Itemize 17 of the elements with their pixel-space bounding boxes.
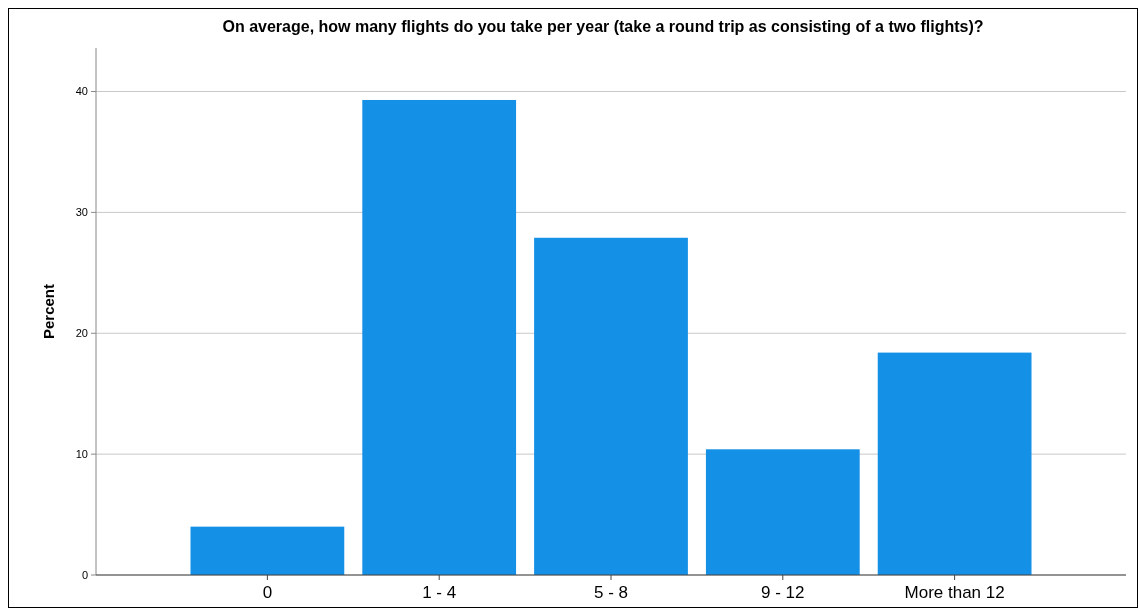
x-tick-label: 0 xyxy=(262,583,273,602)
y-tick-label: 40 xyxy=(75,85,88,98)
x-tick-label: More than 12 xyxy=(904,583,1005,602)
x-tick-label: 5 - 8 xyxy=(593,583,629,602)
y-tick-label: 30 xyxy=(75,205,88,218)
bar xyxy=(877,352,1032,575)
x-tick-label: 9 - 12 xyxy=(761,583,805,602)
y-tick-label: 10 xyxy=(75,447,88,460)
y-tick-label: 0 xyxy=(81,568,88,581)
x-tick-label: 1 - 4 xyxy=(422,583,457,602)
y-axis-title: Percent xyxy=(40,283,57,340)
bar xyxy=(534,237,688,575)
bar xyxy=(362,99,517,575)
bar xyxy=(190,526,345,575)
y-tick-label: 20 xyxy=(75,326,88,339)
bar xyxy=(705,449,860,575)
chart-title: On average, how many flights do you take per year (take a round trip as consisting of a two flights)? xyxy=(222,18,984,35)
